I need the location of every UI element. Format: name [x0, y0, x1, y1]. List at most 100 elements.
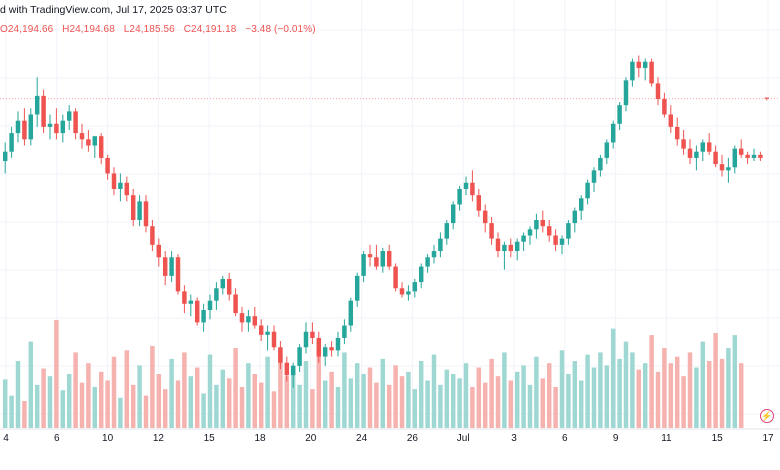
volume-bar [527, 384, 533, 428]
volume-bar [246, 363, 251, 428]
candle-body [470, 182, 475, 196]
volume-bar [649, 335, 654, 428]
volume-bar [642, 363, 648, 428]
candle-body [28, 114, 34, 140]
volume-bar [66, 374, 72, 428]
candle-body [502, 244, 507, 252]
candle-body [354, 275, 360, 301]
volume-bar [335, 386, 341, 428]
candle-body [34, 95, 40, 115]
open-value: O24,194.66 [0, 24, 54, 35]
volume-bar [271, 391, 277, 428]
candle-body [322, 347, 328, 357]
candle-body [540, 220, 546, 227]
volume-bar [687, 352, 693, 428]
candle-body [476, 195, 482, 211]
candle-body [310, 331, 315, 338]
candle-body [342, 325, 347, 338]
candle-body [463, 182, 469, 189]
candle-body [726, 167, 731, 171]
volume-bar [86, 363, 91, 428]
candle-body [431, 251, 437, 258]
candle-body [636, 61, 642, 68]
candle-body [233, 294, 238, 314]
candle-body [150, 226, 155, 245]
volume-bar [105, 380, 110, 428]
x-tick-label: 12 [153, 433, 165, 444]
volume-bar [226, 378, 232, 428]
x-tick-label: 24 [356, 433, 368, 444]
candle-body [54, 123, 59, 134]
volume-bar [367, 367, 373, 428]
volume-bar [220, 369, 226, 428]
volume-bar [617, 358, 622, 428]
volume-bar [201, 393, 206, 428]
candle-body [124, 182, 130, 196]
volume-bar [623, 341, 629, 428]
candle-body [687, 148, 693, 158]
volume-bar [284, 376, 290, 428]
candle-body [367, 254, 373, 258]
candle-body [60, 120, 66, 134]
volume-bar [572, 361, 578, 428]
candle-body [220, 278, 226, 289]
volume-bar [502, 352, 507, 428]
candle-body [751, 154, 757, 158]
candle-body [47, 123, 53, 127]
volume-bar [700, 341, 706, 428]
volume-bar [41, 368, 46, 428]
candle-body [284, 362, 290, 376]
candle-body [457, 188, 462, 205]
volume-bar [258, 382, 264, 428]
candle-body [79, 133, 85, 140]
candle-body [546, 226, 552, 236]
volume-bar [118, 397, 123, 428]
x-tick-label: 10 [102, 433, 114, 444]
candle-body [527, 229, 533, 236]
volume-bar [713, 332, 718, 428]
candle-body [719, 164, 725, 171]
candle-body [105, 157, 110, 174]
volume-bar [636, 369, 642, 428]
candle-body [386, 251, 392, 267]
lightning-bolt-icon[interactable]: ⚡ [760, 409, 774, 423]
ohlc-readout: O24,194.66 H24,194.68 L24,185.56 C24,191… [0, 24, 322, 35]
volume-bar [22, 401, 27, 428]
volume-bar [297, 384, 302, 428]
candle-body [617, 105, 622, 124]
candle-body [764, 97, 770, 99]
candle-body [278, 347, 283, 363]
candle-body [66, 111, 72, 121]
candle-body [758, 154, 763, 158]
x-tick-label: 15 [204, 433, 216, 444]
candle-body [578, 198, 584, 211]
volume-bar [418, 361, 424, 428]
volume-bar [329, 371, 334, 428]
volume-bar [322, 380, 328, 428]
volume-bar [342, 352, 347, 428]
candle-body [130, 195, 136, 220]
candle-body [393, 266, 398, 289]
x-tick-label: 20 [305, 433, 317, 444]
volume-bar [316, 341, 322, 428]
volume-bar [578, 380, 584, 428]
volume-bar [694, 367, 699, 428]
candle-body [335, 337, 341, 351]
candle-body [738, 148, 744, 155]
candle-body [425, 257, 430, 267]
volume-bar [719, 358, 725, 428]
candle-body [713, 151, 718, 165]
volume-bar [361, 374, 366, 428]
volume-bar [540, 378, 546, 428]
candle-body [9, 133, 14, 152]
change-value: −3.48 (−0.01%) [245, 24, 316, 35]
volume-bar [444, 369, 450, 428]
candle-body [41, 95, 46, 127]
candle-body [630, 61, 635, 81]
candle-body [598, 157, 603, 171]
volume-bar [681, 376, 686, 428]
volume-bar [726, 348, 731, 428]
volume-bar [534, 356, 539, 428]
